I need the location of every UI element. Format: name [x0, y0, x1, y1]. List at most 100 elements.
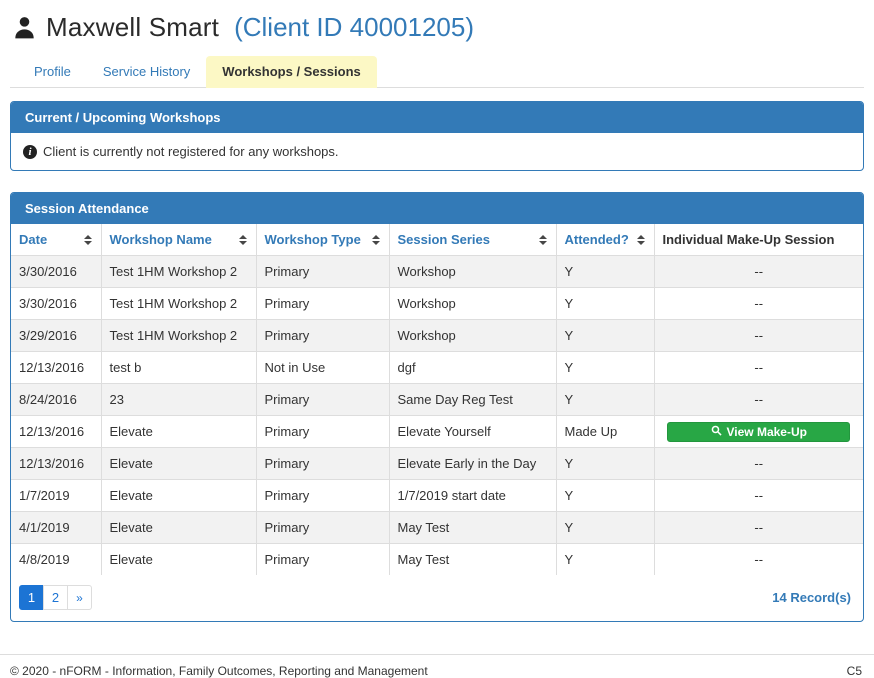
cell-individual-make-up-session: -- [653, 319, 863, 352]
cell-date: 12/13/2016 [11, 415, 101, 448]
table-row: 3/29/2016 Test 1HM Workshop 2 Primary Works… [11, 319, 863, 352]
cell-attended: Y [555, 511, 654, 544]
tab-service-history[interactable]: Service History [102, 64, 191, 79]
client-id-label: (Client ID 40001205) [234, 12, 474, 42]
cell-session-series: dgf [388, 351, 556, 384]
column-header-session-series[interactable]: Session Series [388, 224, 556, 256]
sort-icon [83, 234, 92, 245]
cell-date: 12/13/2016 [11, 447, 101, 480]
sort-icon [636, 234, 645, 245]
cell-session-series: Same Day Reg Test [388, 383, 556, 416]
cell-attended: Y [555, 319, 654, 352]
pagination-page-2[interactable]: 2 [43, 585, 68, 610]
cell-attended: Y [555, 447, 654, 480]
cell-workshop-type: Primary [255, 447, 389, 480]
workshops-panel-title: Current / Upcoming Workshops [11, 102, 863, 133]
footer-divider [0, 654, 874, 655]
table-row: 4/8/2019 Elevate Primary May Test Y -- [11, 543, 863, 575]
cell-session-series: Workshop [388, 287, 556, 320]
view-makeup-button[interactable]: View Make-Up [667, 421, 851, 442]
view-makeup-label: View Make-Up [726, 424, 807, 439]
cell-date: 8/24/2016 [11, 383, 101, 416]
table-row: 4/1/2019 Elevate Primary May Test Y -- [11, 511, 863, 544]
workshops-empty-message: Client is currently not registered for a… [43, 144, 339, 159]
cell-individual-make-up-session: -- [653, 351, 863, 384]
cell-session-series: Elevate Early in the Day [388, 447, 556, 480]
sort-icon [371, 234, 380, 245]
cell-workshop-name: Elevate [100, 543, 256, 575]
cell-workshop-type: Not in Use [255, 351, 389, 384]
cell-date: 12/13/2016 [11, 351, 101, 384]
table-row: 3/30/2016 Test 1HM Workshop 2 Primary Works… [11, 287, 863, 320]
cell-session-series: 1/7/2019 start date [388, 479, 556, 512]
cell-individual-make-up-session: -- [653, 511, 863, 544]
page-content: Maxwell Smart (Client ID 40001205) Profi… [10, 12, 864, 622]
cell-workshop-name: Elevate [100, 511, 256, 544]
cell-workshop-type: Primary [255, 383, 389, 416]
table-header-row: Date Workshop Name Workshop Type Session Se… [11, 224, 863, 256]
page-footer: © 2020 - nFORM - Information, Family Out… [0, 655, 874, 678]
session-attendance-table: Date Workshop Name Workshop Type Session Se… [11, 224, 863, 575]
cell-individual-make-up-session: -- [653, 287, 863, 320]
table-row: 8/24/2016 23 Primary Same Day Reg Test Y -- [11, 383, 863, 416]
cell-workshop-type: Primary [255, 543, 389, 575]
column-label: Individual Make-Up Session [662, 232, 835, 247]
cell-workshop-type: Primary [255, 479, 389, 512]
cell-individual-make-up-session: -- [653, 255, 863, 288]
column-label: Attended? [564, 232, 629, 247]
cell-attended: Y [555, 351, 654, 384]
table-row: 12/13/2016 Elevate Primary Elevate Early in… [11, 447, 863, 480]
column-header-attended[interactable]: Attended? [555, 224, 654, 256]
cell-workshop-type: Primary [255, 415, 389, 448]
cell-workshop-name: Elevate [100, 479, 256, 512]
column-header-workshop-name[interactable]: Workshop Name [100, 224, 256, 256]
info-circle-icon: i [23, 144, 37, 159]
cell-workshop-name: test b [100, 351, 256, 384]
search-icon [711, 425, 722, 439]
column-label: Date [19, 232, 48, 247]
page-code: C5 [846, 664, 862, 678]
cell-individual-make-up-session: -- [653, 543, 863, 575]
workshops-empty-message-row: i Client is currently not registered for… [11, 133, 863, 170]
cell-date: 4/8/2019 [11, 543, 101, 575]
user-icon [12, 15, 37, 40]
cell-date: 1/7/2019 [11, 479, 101, 512]
pagination-page-1[interactable]: 1 [19, 585, 44, 610]
tab-profile[interactable]: Profile [34, 64, 71, 79]
cell-attended: Y [555, 543, 654, 575]
pagination-next-button[interactable]: » [67, 585, 92, 610]
cell-attended: Made Up [555, 415, 654, 448]
cell-date: 3/30/2016 [11, 255, 101, 288]
cell-date: 4/1/2019 [11, 511, 101, 544]
cell-session-series: May Test [388, 511, 556, 544]
cell-attended: Y [555, 287, 654, 320]
pagination: 1 2» [19, 585, 92, 610]
cell-individual-make-up-session: -- [653, 447, 863, 480]
table-footer: 1 2» 14 Record(s) [11, 575, 863, 621]
cell-workshop-type: Primary [255, 255, 389, 288]
column-label: Session Series [397, 232, 491, 247]
cell-workshop-type: Primary [255, 287, 389, 320]
cell-individual-make-up-session: -- [653, 479, 863, 512]
cell-date: 3/30/2016 [11, 287, 101, 320]
column-label: Workshop Type [264, 232, 361, 247]
workshops-panel: Current / Upcoming Workshops i Client is… [10, 101, 864, 171]
column-header-individual-make-up-session: Individual Make-Up Session [653, 224, 863, 256]
cell-workshop-name: 23 [100, 383, 256, 416]
cell-workshop-name: Test 1HM Workshop 2 [100, 319, 256, 352]
cell-attended: Y [555, 383, 654, 416]
cell-workshop-name: Test 1HM Workshop 2 [100, 287, 256, 320]
client-header: Maxwell Smart (Client ID 40001205) [12, 12, 864, 43]
cell-workshop-type: Primary [255, 319, 389, 352]
column-header-date[interactable]: Date [11, 224, 101, 256]
attendance-panel: Session Attendance Date Workshop Name Work… [10, 192, 864, 622]
sort-icon [238, 234, 247, 245]
column-label: Workshop Name [109, 232, 212, 247]
cell-workshop-name: Elevate [100, 415, 256, 448]
cell-session-series: Workshop [388, 319, 556, 352]
table-row: 1/7/2019 Elevate Primary 1/7/2019 start dat… [11, 479, 863, 512]
column-header-workshop-type[interactable]: Workshop Type [255, 224, 389, 256]
page-title: Maxwell Smart [46, 12, 220, 42]
sort-icon [538, 234, 547, 245]
tab-workshops-sessions[interactable]: Workshops / Sessions [206, 56, 377, 88]
